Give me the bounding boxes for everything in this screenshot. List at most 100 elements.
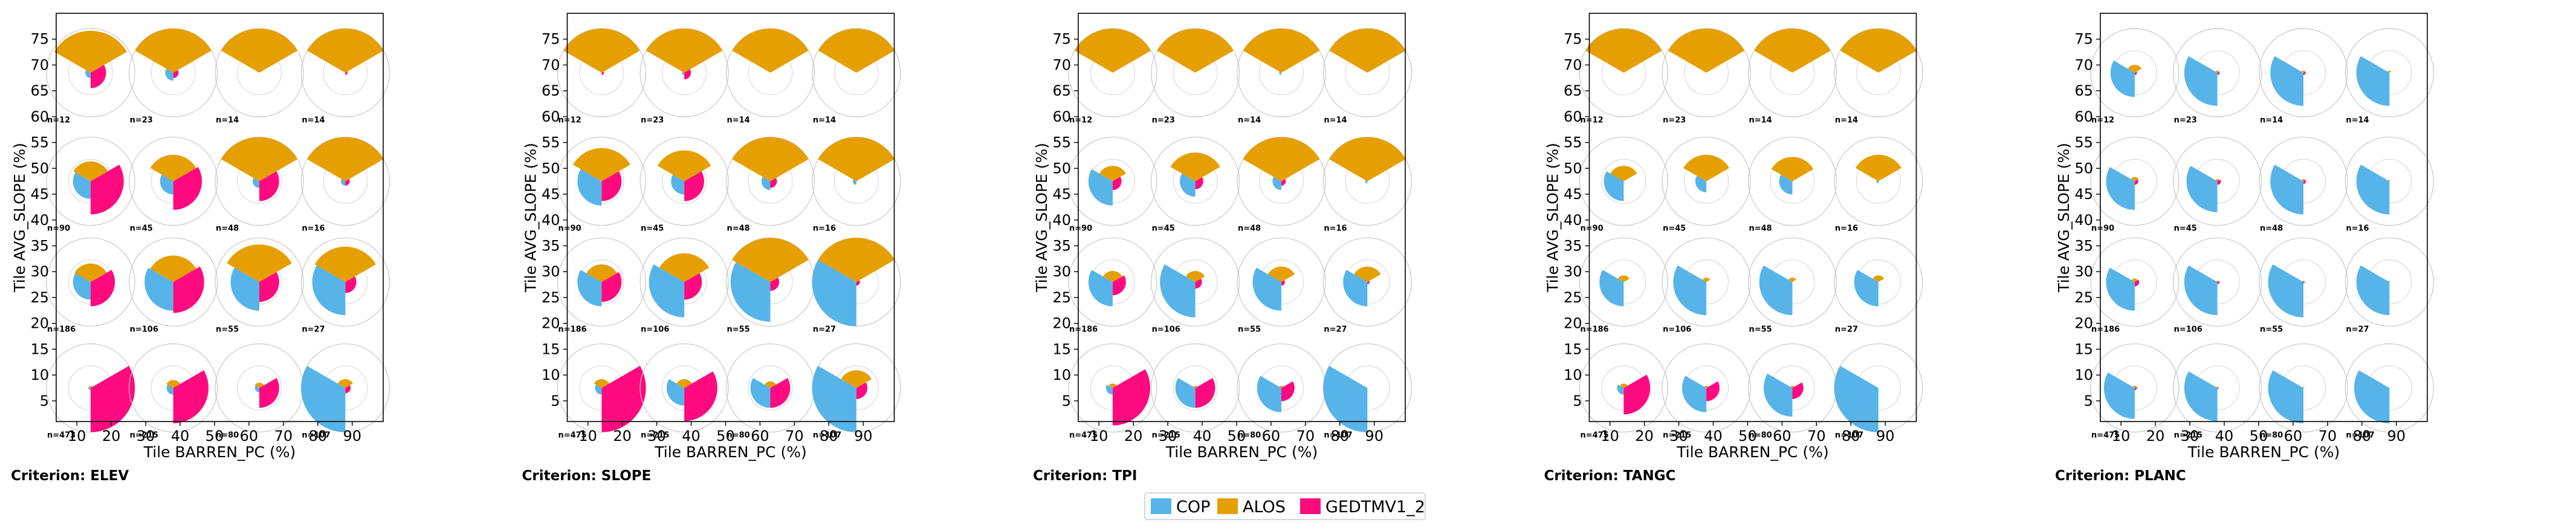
sample-count-label: n=14 bbox=[813, 116, 836, 125]
polar-outer-ring bbox=[1068, 137, 1157, 226]
polar-outer-ring bbox=[1662, 343, 1751, 433]
polar-outer-ring bbox=[2345, 237, 2434, 327]
polar-cell: n=12 bbox=[1579, 28, 1669, 125]
slice-alos bbox=[657, 150, 711, 181]
sample-count-label: n=475 bbox=[2091, 431, 2120, 440]
polar-cell: n=14 bbox=[300, 28, 390, 125]
slice-cop bbox=[2356, 265, 2390, 316]
slice-cop bbox=[1088, 270, 1113, 307]
x-tick-label: 70 bbox=[1807, 428, 1826, 445]
slice-alos bbox=[1099, 166, 1127, 181]
slice-gedtmv1_2 bbox=[345, 71, 348, 75]
polar-outer-ring bbox=[2345, 343, 2434, 433]
polar-cell: n=55 bbox=[2259, 237, 2348, 334]
sample-count-label: n=14 bbox=[1749, 116, 1772, 125]
slice-cop bbox=[2354, 370, 2390, 423]
polar-cell: n=45 bbox=[129, 137, 218, 233]
polar-outer-ring bbox=[2259, 237, 2348, 327]
y-tick-label: 15 bbox=[1564, 340, 1582, 357]
y-tick-label: 15 bbox=[542, 340, 560, 357]
slice-alos bbox=[1185, 271, 1205, 282]
slice-gedtmv1_2 bbox=[1281, 179, 1286, 186]
x-tick-label: 10 bbox=[1090, 428, 1108, 445]
sample-count-label: n=106 bbox=[641, 325, 669, 334]
polar-outer-ring bbox=[1579, 237, 1669, 327]
slice-alos bbox=[732, 137, 809, 181]
polar-cell: n=106 bbox=[129, 237, 218, 334]
slice-cop bbox=[160, 174, 173, 195]
axes-frame bbox=[2100, 13, 2428, 422]
slice-cop bbox=[85, 70, 91, 79]
x-axis-label: Tile BARREN_PC (%) bbox=[1165, 443, 1318, 461]
slice-cop bbox=[73, 273, 91, 300]
slice-cop bbox=[1673, 265, 1707, 316]
polar-outer-ring bbox=[1834, 237, 1923, 327]
y-tick-label: 50 bbox=[1564, 160, 1582, 177]
polar-outer-ring bbox=[725, 28, 815, 117]
y-tick-label: 35 bbox=[1052, 237, 1071, 254]
slice-alos bbox=[841, 370, 872, 388]
sample-count-label: n=45 bbox=[641, 224, 664, 233]
x-axis-label: Tile BARREN_PC (%) bbox=[654, 443, 806, 461]
slice-alos bbox=[2388, 281, 2391, 282]
polar-cell: n=23 bbox=[2173, 28, 2262, 125]
slice-cop bbox=[1617, 384, 1624, 395]
slice-cop bbox=[812, 259, 856, 327]
polar-cell: n=48 bbox=[215, 137, 304, 233]
polar-cell: n=16 bbox=[812, 137, 901, 233]
polar-cell: n=12 bbox=[557, 28, 647, 125]
sample-count-label: n=45 bbox=[130, 224, 153, 233]
polar-cell: n=215 bbox=[1151, 343, 1240, 440]
polar-cell: n=55 bbox=[725, 237, 815, 334]
slice-gedtmv1_2 bbox=[173, 166, 202, 210]
polar-cell: n=90 bbox=[1068, 137, 1157, 233]
polar-cell: n=90 bbox=[2090, 137, 2180, 233]
slice-gedtmv1_2 bbox=[1623, 374, 1651, 415]
y-axis-label: Tile AVG_SLOPE (%) bbox=[11, 143, 28, 293]
slice-alos bbox=[818, 137, 895, 181]
slice-cop bbox=[2110, 60, 2135, 97]
x-tick-label: 90 bbox=[1876, 428, 1895, 445]
sample-count-label: n=186 bbox=[558, 325, 586, 334]
polar-cell: n=12 bbox=[1068, 28, 1157, 125]
slice-alos bbox=[659, 253, 710, 282]
y-tick-label: 15 bbox=[1052, 340, 1071, 357]
y-tick-label: 20 bbox=[1052, 315, 1071, 332]
polar-outer-ring bbox=[1151, 137, 1240, 226]
chart-panel-4: n=12 n=23 n=14 n=14 n=90 n=45 n=48 n=16 n=186 n=1… bbox=[1544, 13, 1923, 484]
polar-outer-ring bbox=[215, 237, 304, 327]
x-tick-label: 10 bbox=[578, 428, 597, 445]
y-tick-label: 20 bbox=[542, 315, 560, 332]
sample-count-label: n=23 bbox=[1152, 116, 1175, 125]
slice-cop bbox=[2184, 265, 2218, 316]
sample-count-label: n=215 bbox=[1663, 431, 1691, 440]
x-tick-label: 20 bbox=[2146, 428, 2165, 445]
sample-count-label: n=186 bbox=[47, 325, 76, 334]
slice-alos bbox=[765, 381, 776, 388]
slice-gedtmv1_2 bbox=[1112, 177, 1122, 191]
slice-alos bbox=[221, 137, 298, 181]
x-tick-label: 30 bbox=[647, 428, 666, 445]
slice-alos bbox=[732, 28, 809, 73]
polar-cell: n=80 bbox=[2259, 343, 2348, 440]
sample-count-label: n=55 bbox=[1238, 325, 1261, 334]
polar-cell: n=473 bbox=[46, 343, 135, 440]
polar-cell: n=215 bbox=[2173, 343, 2262, 440]
slice-alos bbox=[2215, 70, 2219, 73]
polar-outer-ring bbox=[1322, 28, 1412, 117]
slice-cop bbox=[2356, 56, 2390, 106]
slice-gedtmv1_2 bbox=[1112, 275, 1126, 296]
y-tick-label: 75 bbox=[30, 31, 49, 48]
slice-alos bbox=[54, 30, 128, 73]
x-tick-label: 90 bbox=[854, 428, 873, 445]
sample-count-label: n=90 bbox=[558, 224, 581, 233]
polar-outer-ring bbox=[1747, 137, 1837, 226]
slice-alos bbox=[2128, 65, 2142, 73]
sample-count-label: n=27 bbox=[2346, 325, 2369, 334]
polar-cell: n=475 bbox=[557, 343, 647, 440]
y-tick-label: 55 bbox=[1052, 134, 1071, 151]
sample-count-label: n=27 bbox=[302, 325, 325, 334]
polar-outer-ring bbox=[812, 28, 901, 117]
y-tick-label: 50 bbox=[1052, 160, 1071, 177]
slice-cop bbox=[1105, 384, 1113, 395]
